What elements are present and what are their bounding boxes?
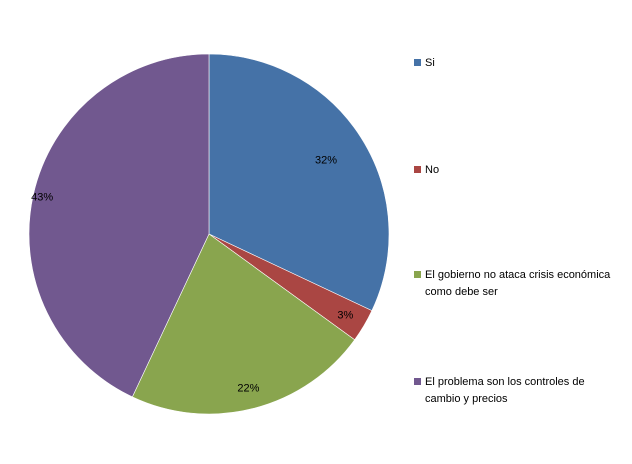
legend-swatch-si: [414, 59, 421, 66]
legend-swatch-no: [414, 166, 421, 173]
legend-item-si: Si: [414, 55, 614, 72]
slice-label-gobierno: 22%: [237, 382, 259, 394]
legend-swatch-problema: [414, 378, 421, 385]
legend: Si No El gobierno no ataca crisis económ…: [414, 0, 629, 464]
legend-label-si: Si: [425, 57, 435, 69]
slice-label-problema: 43%: [31, 192, 53, 204]
slice-label-si: 32%: [315, 155, 337, 167]
legend-item-problema: El problema son los controles de cambio …: [414, 374, 614, 408]
legend-label-problema: El problema son los controles de cambio …: [425, 376, 585, 405]
legend-swatch-gobierno: [414, 271, 421, 278]
pie-slice-si: [208, 53, 390, 312]
legend-item-no: No: [414, 162, 614, 179]
legend-item-gobierno: El gobierno no ataca crisis económica co…: [414, 267, 619, 301]
slice-label-no: 3%: [337, 310, 353, 322]
legend-label-gobierno: El gobierno no ataca crisis económica co…: [425, 269, 611, 298]
pie-slice-problema: [28, 53, 210, 398]
legend-label-no: No: [425, 164, 440, 176]
